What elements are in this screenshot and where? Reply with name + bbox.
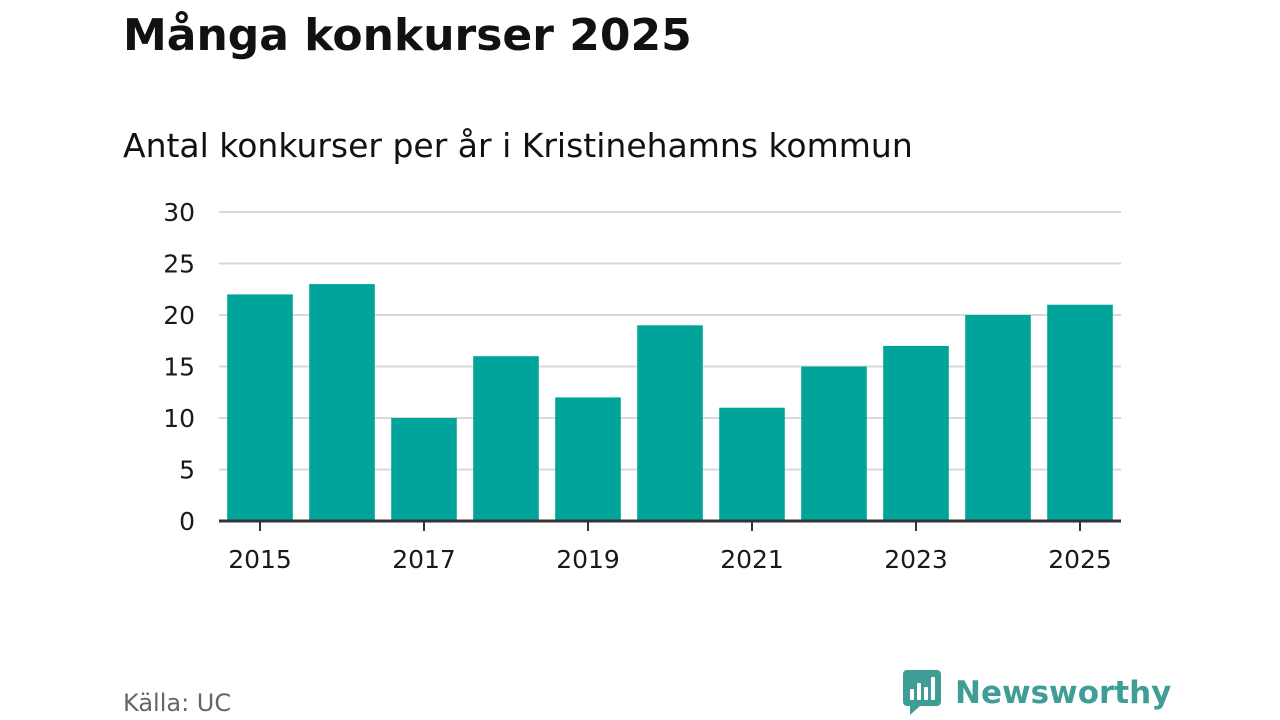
x-tick-label: 2025 bbox=[1048, 545, 1112, 574]
y-tick-label: 0 bbox=[179, 507, 195, 536]
x-axis-tick-labels: 2015 2017 2019 2021 2023 2025 bbox=[228, 545, 1112, 574]
bar-2022[interactable] bbox=[801, 366, 867, 522]
bar-2017[interactable] bbox=[391, 418, 457, 521]
bar-2024[interactable] bbox=[965, 315, 1031, 521]
chart-title: Många konkurser 2025 bbox=[123, 10, 692, 61]
bars bbox=[227, 284, 1113, 521]
x-tick-label: 2015 bbox=[228, 545, 292, 574]
newsworthy-logo[interactable]: Newsworthy bbox=[902, 668, 1171, 718]
bar-2018[interactable] bbox=[473, 356, 539, 521]
y-tick-label: 30 bbox=[163, 198, 195, 227]
x-tick-label: 2019 bbox=[556, 545, 620, 574]
bar-chart-logo-icon bbox=[903, 670, 941, 715]
bar-2016[interactable] bbox=[309, 284, 375, 521]
x-tick-label: 2023 bbox=[884, 545, 948, 574]
bar-2023[interactable] bbox=[883, 345, 949, 521]
bar-2020[interactable] bbox=[637, 325, 703, 521]
y-tick-label: 20 bbox=[163, 301, 195, 330]
y-tick-label: 5 bbox=[179, 456, 195, 485]
brand-name: Newsworthy bbox=[955, 675, 1172, 711]
y-tick-label: 10 bbox=[163, 404, 195, 433]
chart-subtitle: Antal konkurser per år i Kristinehamns k… bbox=[123, 126, 913, 165]
y-axis-tick-labels: 0 5 10 15 20 25 30 bbox=[163, 198, 195, 536]
y-tick-label: 25 bbox=[163, 250, 195, 279]
bar-2015[interactable] bbox=[227, 294, 293, 521]
source-note: Källa: UC bbox=[123, 689, 232, 717]
y-tick-label: 15 bbox=[163, 353, 195, 382]
x-tick-label: 2017 bbox=[392, 545, 456, 574]
x-axis bbox=[219, 519, 1121, 531]
x-tick-label: 2021 bbox=[720, 545, 784, 574]
bar-2019[interactable] bbox=[555, 397, 621, 521]
bar-2021[interactable] bbox=[719, 407, 785, 521]
bar-2025[interactable] bbox=[1047, 304, 1113, 521]
